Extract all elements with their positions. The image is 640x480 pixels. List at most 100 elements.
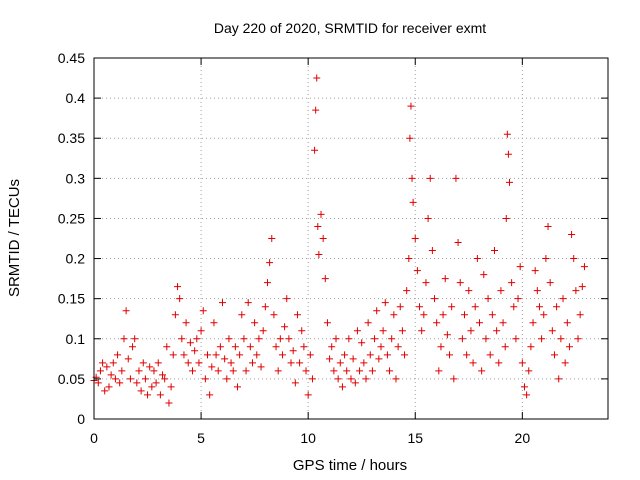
data-point-marker	[580, 263, 588, 271]
data-point-marker	[315, 251, 323, 259]
data-point-marker	[105, 383, 113, 391]
data-point-marker	[251, 319, 259, 327]
data-point-marker	[366, 351, 374, 359]
data-point-marker	[420, 311, 428, 319]
data-point-marker	[446, 351, 454, 359]
data-point-marker	[463, 351, 471, 359]
data-point-marker	[386, 367, 394, 375]
data-point-marker	[276, 335, 284, 343]
data-point-marker	[563, 319, 571, 327]
data-point-marker	[469, 359, 477, 367]
data-point-marker	[306, 351, 314, 359]
chart-title: Day 220 of 2020, SRMTID for receiver exm…	[214, 20, 486, 36]
data-point-marker	[109, 359, 117, 367]
data-point-marker	[544, 222, 552, 230]
data-point-marker	[304, 391, 312, 399]
data-point-marker	[156, 391, 164, 399]
data-point-marker	[139, 359, 147, 367]
data-point-marker	[167, 383, 175, 391]
data-point-marker	[278, 351, 286, 359]
data-point-marker	[96, 367, 104, 375]
data-point-marker	[557, 335, 565, 343]
data-point-marker	[379, 327, 387, 335]
data-point-marker	[124, 355, 132, 363]
data-point-marker	[300, 343, 308, 351]
data-point-marker	[272, 343, 280, 351]
plot-frame	[93, 57, 609, 420]
data-point-marker	[538, 335, 546, 343]
data-point-marker	[456, 279, 464, 287]
data-point-marker	[174, 283, 182, 291]
data-point-marker	[347, 375, 355, 383]
data-point-marker	[441, 275, 449, 283]
data-point-marker	[426, 174, 434, 182]
data-point-marker	[392, 375, 400, 383]
data-point-marker	[461, 311, 469, 319]
data-point-marker	[486, 351, 494, 359]
data-point-marker	[437, 343, 445, 351]
data-point-marker	[401, 351, 409, 359]
data-point-marker	[126, 375, 134, 383]
x-tick-label: 15	[407, 430, 423, 446]
data-point-marker	[210, 319, 218, 327]
y-tick-label: 0.45	[58, 50, 85, 66]
data-point-marker	[248, 359, 256, 367]
data-point-marker	[186, 339, 194, 347]
data-point-marker	[520, 383, 528, 391]
data-point-marker	[523, 391, 531, 399]
y-tick-label: 0.35	[58, 130, 85, 146]
y-tick-label: 0	[77, 411, 85, 427]
data-point-marker	[261, 303, 269, 311]
data-point-marker	[308, 375, 316, 383]
data-point-marker	[293, 311, 301, 319]
data-point-marker	[433, 319, 441, 327]
data-point-marker	[116, 379, 124, 387]
data-point-marker	[546, 279, 554, 287]
y-tick-label: 0.4	[66, 90, 86, 106]
data-point-marker	[236, 351, 244, 359]
data-point-marker	[259, 327, 267, 335]
y-tick-label: 0.1	[66, 331, 86, 347]
data-point-marker	[212, 351, 220, 359]
data-point-marker	[542, 255, 550, 263]
data-point-marker	[527, 343, 535, 351]
data-point-marker	[490, 247, 498, 255]
data-point-marker	[141, 375, 149, 383]
data-point-marker	[501, 343, 509, 351]
data-point-marker	[403, 287, 411, 295]
data-point-marker	[535, 303, 543, 311]
x-tick-label: 0	[90, 430, 98, 446]
data-point-marker	[144, 391, 152, 399]
data-point-marker	[482, 335, 490, 343]
data-point-marker	[381, 299, 389, 307]
data-point-marker	[114, 351, 122, 359]
data-point-marker	[131, 335, 139, 343]
data-point-marker	[122, 307, 130, 315]
data-point-marker	[362, 375, 370, 383]
data-point-marker	[165, 399, 173, 407]
data-point-marker	[268, 235, 276, 242]
data-point-marker	[148, 383, 156, 391]
data-point-marker	[225, 335, 233, 343]
data-point-marker	[548, 327, 556, 335]
data-point-marker	[480, 271, 488, 279]
data-point-marker	[439, 311, 447, 319]
data-point-marker	[289, 347, 297, 355]
data-point-marker	[330, 367, 338, 375]
data-points	[90, 74, 588, 407]
data-point-marker	[443, 331, 451, 339]
data-point-marker	[176, 295, 184, 303]
y-tick-labels: 0 0.05 0.1 0.15 0.2 0.25 0.3 0.35 0.4 0.45	[58, 50, 85, 427]
data-point-marker	[161, 375, 169, 383]
data-point-marker	[152, 379, 160, 387]
data-point-marker	[409, 198, 417, 206]
data-point-marker	[135, 367, 143, 375]
data-point-marker	[408, 174, 416, 182]
data-point-marker	[323, 319, 331, 327]
y-tick-label: 0.25	[58, 210, 85, 226]
data-point-marker	[383, 351, 391, 359]
y-tick-label: 0.15	[58, 291, 85, 307]
data-point-marker	[336, 359, 344, 367]
data-point-marker	[242, 367, 250, 375]
data-point-marker	[514, 295, 522, 303]
